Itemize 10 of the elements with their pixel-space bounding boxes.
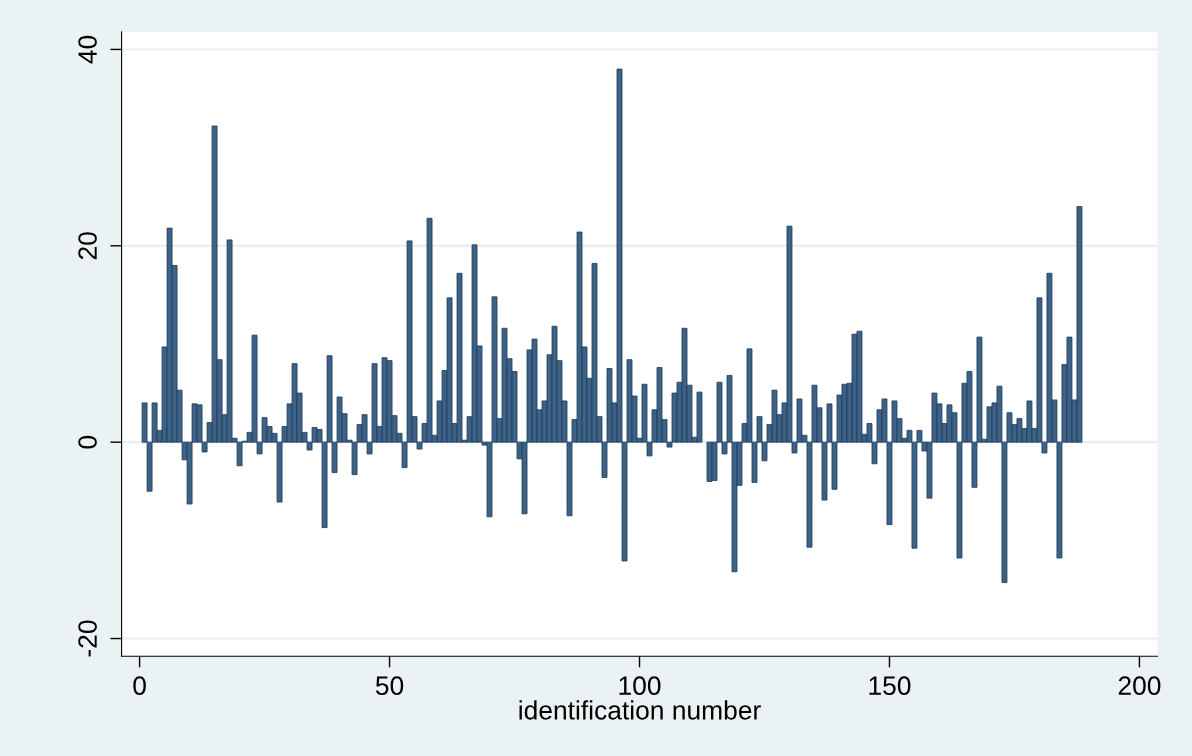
y-tick-label: -20 bbox=[78, 620, 97, 657]
x-tick-label: 200 bbox=[1118, 676, 1161, 696]
x-tick-label: 150 bbox=[869, 676, 911, 696]
y-tick-label: 40 bbox=[78, 35, 97, 64]
x-tick-label: 100 bbox=[619, 676, 661, 696]
x-axis-title: identification number bbox=[519, 700, 761, 720]
y-tick-label: 20 bbox=[78, 232, 97, 260]
y-tick-label: 0 bbox=[78, 435, 97, 449]
x-tick-label: 0 bbox=[133, 676, 146, 696]
x-tick-label: 50 bbox=[375, 676, 404, 696]
